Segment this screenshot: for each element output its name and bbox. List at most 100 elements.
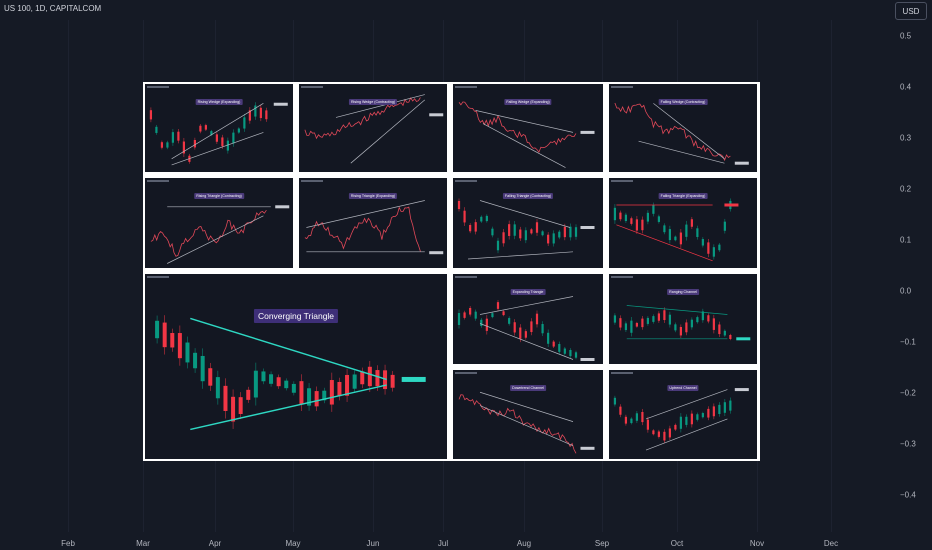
price-tick-label: 0.5 [900, 31, 912, 41]
pattern-thumbnail-chart [614, 102, 749, 165]
candle [160, 142, 164, 148]
candle [200, 355, 205, 382]
price-tick-label: −0.1 [900, 337, 916, 347]
candle [646, 419, 650, 430]
panel-title: Ranging Channel [667, 289, 699, 295]
candle [519, 229, 522, 239]
candle [558, 343, 561, 352]
candle [613, 207, 617, 221]
candle [457, 313, 461, 325]
pattern-trendline [335, 94, 425, 118]
price-line [458, 394, 577, 454]
grid-line [831, 20, 832, 532]
candle [375, 370, 380, 387]
candle [208, 368, 213, 386]
price-line [304, 206, 421, 252]
candle [701, 311, 704, 321]
candle [223, 385, 228, 412]
candle [155, 126, 158, 133]
candle [519, 327, 522, 339]
candle [231, 396, 236, 422]
time-tick-label: Sep [594, 539, 610, 548]
pattern-trendline [171, 103, 264, 160]
candle [701, 413, 704, 418]
candle [668, 314, 671, 325]
candle [166, 142, 169, 148]
candle [668, 229, 671, 241]
candle [367, 366, 372, 387]
panel-title: Falling Triangle (Contracting) [502, 193, 554, 199]
pattern-trendline [167, 215, 264, 264]
candle [210, 131, 213, 135]
candle [254, 105, 257, 117]
candle [552, 233, 555, 244]
candle [712, 406, 715, 417]
candle [563, 348, 566, 354]
candle [558, 231, 561, 238]
candle [718, 404, 721, 414]
candle [723, 330, 726, 336]
price-tick-label: 0.0 [900, 286, 912, 296]
candle [652, 430, 655, 435]
candle [619, 406, 622, 415]
pattern-trendline [645, 418, 728, 451]
candle [155, 320, 160, 339]
candle [674, 236, 677, 241]
pattern-trendline [475, 110, 574, 133]
candle [569, 226, 572, 238]
panel-title: Uptrend Channel [667, 384, 699, 391]
candle [177, 333, 182, 359]
candle [390, 374, 395, 388]
panel-title: Rising Triangle (Expanding) [348, 193, 398, 199]
candle [619, 212, 622, 220]
candle [221, 137, 224, 147]
panel-ranging-channel: Ranging Channel [609, 274, 757, 364]
candle [238, 397, 243, 415]
pattern-thumbnail-chart [613, 198, 739, 262]
candle [630, 320, 633, 333]
candle [729, 400, 732, 411]
panel-title: Rising Wedge (Expanding) [195, 98, 243, 105]
panel-converging-triangle: Converging Triangle [145, 274, 447, 459]
candle [613, 315, 617, 323]
candle [663, 431, 666, 441]
panel-title: Expanding Triangle [510, 289, 546, 295]
panel-rising-triangle-contracting: Rising Triangle (Contracting) [145, 178, 293, 268]
pattern-trendline [479, 405, 574, 446]
price-tick-label: −0.4 [900, 490, 916, 500]
pattern-thumbnail-chart [457, 296, 595, 361]
price-tick-label: 0.4 [900, 82, 912, 92]
pattern-trendline [479, 323, 574, 360]
candle [248, 110, 251, 121]
currency-button[interactable]: USD [895, 2, 927, 20]
pattern-trendline [479, 296, 574, 315]
pattern-thumbnail-chart [458, 391, 595, 454]
candle [491, 313, 494, 318]
candle [707, 242, 710, 254]
pattern-price-tag [736, 337, 751, 341]
candle [657, 431, 660, 437]
panel-title: Rising Wedge (Contracting) [348, 98, 398, 105]
price-line [614, 102, 731, 162]
candle [635, 219, 639, 231]
candle [269, 374, 274, 384]
candle [360, 371, 365, 385]
pattern-trendline [616, 224, 713, 262]
time-tick-label: Dec [823, 539, 839, 548]
panel-info-line [455, 180, 477, 182]
pattern-trendline [190, 384, 387, 431]
panel-title: Converging Triangle [253, 308, 339, 323]
panel-info-line [611, 276, 633, 278]
candle [635, 413, 639, 421]
candle [646, 212, 650, 222]
panel-info-line [147, 276, 169, 278]
candle [232, 132, 235, 144]
candle [712, 318, 715, 330]
candle [657, 313, 660, 321]
pattern-thumbnail-chart [613, 305, 751, 341]
candle [563, 226, 566, 238]
pattern-trendline [626, 305, 728, 315]
pattern-collage-image: Rising Wedge (Expanding) Rising Wedge (C… [143, 82, 760, 461]
candle [685, 322, 688, 333]
pattern-price-tag [275, 205, 290, 209]
